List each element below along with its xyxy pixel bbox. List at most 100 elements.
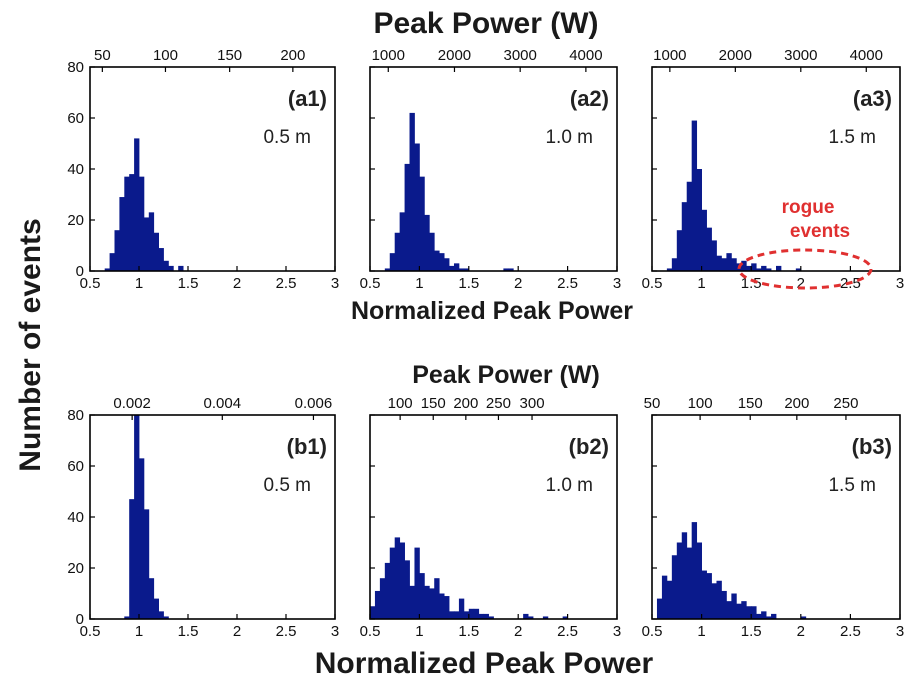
y-tick-label: 40 <box>67 161 84 178</box>
top-x-title: Peak Power (W) <box>373 7 598 40</box>
x-tick-label: 1 <box>135 275 143 292</box>
histogram-bar <box>374 590 381 619</box>
y-tick-label: 20 <box>67 560 84 577</box>
histogram-bar <box>528 616 534 619</box>
histogram-bar <box>148 212 155 271</box>
y-tick-label: 0 <box>76 611 84 628</box>
x-tick-label: 1.5 <box>458 623 479 640</box>
top-tick-label: 100 <box>688 395 713 412</box>
histogram-bar <box>458 598 465 619</box>
distance-label: 1.5 m <box>828 475 876 496</box>
x-tick-label: 2 <box>797 275 805 292</box>
histogram-bar <box>168 265 174 271</box>
histogram-bar <box>463 611 470 619</box>
histogram-bar <box>119 197 125 271</box>
top-tick-label: 2000 <box>719 47 752 64</box>
histogram-bar <box>661 575 668 619</box>
histogram-bar <box>453 263 460 271</box>
histogram-bar <box>404 163 410 271</box>
histogram-bar <box>104 268 110 271</box>
histogram-bar <box>389 547 396 619</box>
x-tick-label: 1.5 <box>741 623 762 640</box>
histogram-bar <box>741 601 747 619</box>
histogram-bar <box>741 260 747 271</box>
histogram-bar <box>656 598 663 619</box>
x-tick-label: 0.5 <box>642 275 663 292</box>
histogram-b3: 0.5 1 1.5 2 2.5 3 50 100 150 200 250 (b3) 1.5 m <box>642 395 905 640</box>
histogram-bar <box>711 583 717 619</box>
histogram-bar <box>394 232 401 271</box>
y-tick-label: 80 <box>67 59 84 76</box>
histogram-bar <box>153 598 159 619</box>
top-tick-label: 150 <box>421 395 446 412</box>
histogram-bar <box>129 499 135 619</box>
histogram-bar <box>449 265 455 271</box>
x-tick-label: 3 <box>331 623 339 640</box>
histogram-bar <box>771 613 777 619</box>
x-tick-label: 2.5 <box>276 275 297 292</box>
histogram-bar <box>716 580 722 619</box>
x-tick-label: 2 <box>797 623 805 640</box>
histogram-bar <box>394 537 401 619</box>
histogram-bar <box>751 606 757 619</box>
top-tick-label: 0.004 <box>204 395 242 412</box>
histogram-bar <box>746 265 752 271</box>
histogram-bar <box>124 176 130 271</box>
middle-x-title: Normalized Peak Power <box>351 297 633 325</box>
histogram-bar <box>716 255 722 271</box>
histogram-bar <box>463 268 470 271</box>
distance-label: 1.0 m <box>545 475 593 496</box>
x-tick-label: 2.5 <box>557 623 578 640</box>
histogram-a1: 0.5 1 1.5 2 2.5 3 50 100 150 200 0 20 40 60 80 (a1) 0.5 … <box>67 47 339 292</box>
histogram-bar <box>726 601 732 619</box>
histogram-bar <box>379 578 386 619</box>
histogram-bar <box>686 547 693 619</box>
top-tick-label: 100 <box>388 395 413 412</box>
top-tick-label: 2000 <box>438 47 471 64</box>
histogram-a2: 0.5 1 1.5 2 2.5 3 1000 2000 3000 4000 (a2) 1.0 m <box>360 47 622 292</box>
histogram-bar <box>696 169 702 271</box>
histogram-bar <box>731 593 737 619</box>
histogram-bar <box>444 596 450 619</box>
rogue-events-ellipse <box>737 248 873 290</box>
distance-label: 0.5 m <box>263 127 311 148</box>
histogram-bar <box>691 120 698 271</box>
histogram-bar <box>701 570 707 619</box>
panel-label: (a3) <box>853 86 892 111</box>
histogram-bar <box>721 258 727 271</box>
histogram-bar <box>542 616 549 619</box>
x-tick-label: 1.5 <box>741 275 762 292</box>
histogram-bar <box>795 268 802 271</box>
histogram-bar <box>761 265 767 271</box>
y-axis-title: Number of events <box>14 218 47 471</box>
histogram-bar <box>109 253 115 271</box>
y-tick-label: 0 <box>76 263 84 280</box>
distance-label: 0.5 m <box>263 475 311 496</box>
histogram-bar <box>389 253 396 271</box>
histogram-bar <box>681 202 688 271</box>
histogram-bar <box>478 613 485 619</box>
top-tick-label: 3000 <box>784 47 817 64</box>
top-tick-label: 50 <box>94 47 111 64</box>
histogram-bar <box>726 253 732 271</box>
histogram-bar <box>746 606 752 619</box>
histogram-bar <box>399 212 405 271</box>
histogram-bar <box>800 616 807 619</box>
histogram-bar <box>681 532 688 619</box>
x-tick-label: 2.5 <box>840 623 861 640</box>
histogram-bar <box>143 217 150 271</box>
histogram-bar <box>721 590 727 619</box>
histogram-bar <box>158 611 164 619</box>
y-tick-label: 60 <box>67 458 84 475</box>
histogram-bar <box>706 573 712 619</box>
panel-label: (b3) <box>852 434 892 459</box>
top-tick-label: 0.002 <box>113 395 151 412</box>
x-tick-label: 2 <box>233 275 241 292</box>
top-tick-label: 0.006 <box>295 395 333 412</box>
distance-label: 1.0 m <box>545 127 593 148</box>
histogram-bar <box>114 230 120 271</box>
x-tick-label: 0.5 <box>80 623 101 640</box>
histogram-bar <box>458 268 465 271</box>
x-tick-label: 1 <box>415 275 423 292</box>
